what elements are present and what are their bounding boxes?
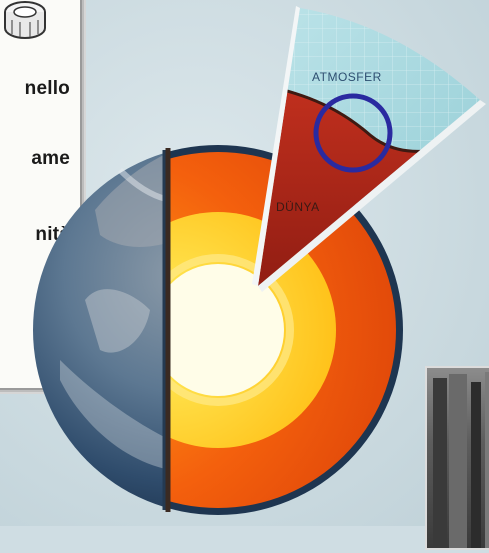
atmosphere-label: ATMOSFER	[312, 70, 382, 84]
highlight-circle	[313, 93, 393, 173]
earth-cutaway	[33, 145, 403, 515]
card-word-2: ame	[31, 148, 70, 169]
earth-label: DÜNYA	[276, 200, 320, 214]
photo-content	[433, 372, 489, 548]
ring-icon	[4, 1, 46, 39]
photo-fragment	[425, 366, 489, 550]
atmosphere-wedge	[252, 6, 486, 292]
card-word-1: nello	[24, 78, 70, 99]
